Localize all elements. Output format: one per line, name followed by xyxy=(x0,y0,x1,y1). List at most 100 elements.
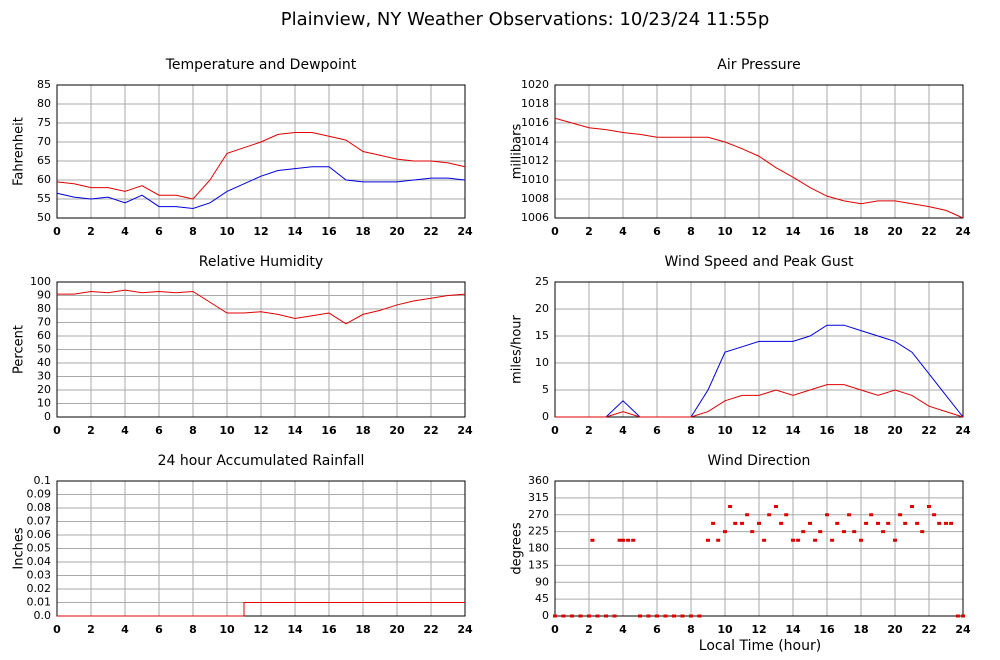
x-tick-label: 8 xyxy=(687,225,695,238)
y-tick-label: 45 xyxy=(535,592,549,605)
x-tick-label: 0 xyxy=(53,424,61,437)
y-axis-label: Inches xyxy=(12,527,27,569)
x-tick-label: 20 xyxy=(887,623,903,636)
y-tick-label: 0.03 xyxy=(27,569,52,582)
y-tick-label: 0.02 xyxy=(27,582,52,595)
data-point xyxy=(723,530,727,534)
x-tick-label: 18 xyxy=(853,225,868,238)
y-axis-label: millibars xyxy=(510,124,525,180)
x-tick-label: 2 xyxy=(585,225,593,238)
y-tick-label: 225 xyxy=(528,525,549,538)
x-tick-label: 22 xyxy=(423,225,438,238)
data-point xyxy=(617,538,622,542)
y-tick-label: 100 xyxy=(30,275,51,288)
data-point xyxy=(578,614,583,618)
x-tick-label: 12 xyxy=(751,225,766,238)
x-tick-label: 22 xyxy=(921,424,936,437)
data-point xyxy=(818,530,823,534)
x-tick-label: 8 xyxy=(189,225,197,238)
x-tick-label: 12 xyxy=(253,623,268,636)
data-point xyxy=(774,505,778,508)
chart-title: Wind Speed and Peak Gust xyxy=(665,254,854,270)
data-point xyxy=(604,614,608,618)
y-tick-label: 40 xyxy=(37,356,51,369)
data-point xyxy=(859,538,863,542)
data-point xyxy=(655,614,659,618)
data-point xyxy=(750,530,755,534)
data-point xyxy=(767,513,772,517)
data-point xyxy=(590,538,595,542)
x-tick-label: 2 xyxy=(87,225,95,238)
data-point xyxy=(626,538,631,542)
data-point xyxy=(587,614,591,618)
y-tick-label: 80 xyxy=(37,302,51,315)
y-tick-label: 10 xyxy=(37,397,51,410)
x-tick-label: 24 xyxy=(955,623,971,636)
x-tick-label: 20 xyxy=(887,424,903,437)
data-point xyxy=(898,513,903,517)
x-tick-label: 22 xyxy=(423,623,438,636)
x-tick-label: 20 xyxy=(389,424,405,437)
y-tick-label: 360 xyxy=(528,474,549,487)
y-tick-label: 20 xyxy=(37,383,51,396)
y-tick-label: 85 xyxy=(37,78,51,91)
data-point xyxy=(893,538,897,542)
x-tick-label: 16 xyxy=(321,225,337,238)
data-point xyxy=(796,538,801,542)
x-tick-label: 22 xyxy=(423,424,438,437)
data-point xyxy=(927,505,931,508)
x-tick-label: 18 xyxy=(853,424,868,437)
plot-frame xyxy=(56,480,466,617)
data-point xyxy=(932,513,937,517)
data-point xyxy=(876,521,880,525)
y-tick-label: 1010 xyxy=(521,173,549,186)
data-point xyxy=(638,614,642,618)
y-tick-label: 90 xyxy=(535,575,549,588)
data-point xyxy=(672,614,676,618)
x-tick-label: 10 xyxy=(219,424,235,437)
y-tick-label: 50 xyxy=(37,211,51,224)
page-title: Plainview, NY Weather Observations: 10/2… xyxy=(281,9,770,30)
y-tick-label: 0.05 xyxy=(27,542,52,555)
data-line xyxy=(56,166,466,210)
x-tick-label: 14 xyxy=(785,623,801,636)
data-point xyxy=(711,521,716,525)
data-point xyxy=(621,538,625,542)
data-point xyxy=(716,538,721,542)
x-tick-label: 4 xyxy=(121,424,129,437)
data-point xyxy=(762,538,767,542)
plot-frame xyxy=(554,84,964,219)
data-point xyxy=(646,614,651,618)
x-tick-label: 6 xyxy=(155,225,163,238)
chart-title: Temperature and Dewpoint xyxy=(165,57,357,73)
data-point xyxy=(801,530,806,534)
x-tick-label: 16 xyxy=(819,225,835,238)
x-tick-label: 18 xyxy=(355,424,370,437)
y-tick-label: 80 xyxy=(37,97,51,110)
y-tick-label: 0 xyxy=(44,410,51,423)
y-tick-label: 1020 xyxy=(521,78,549,91)
y-tick-label: 1012 xyxy=(521,154,549,167)
x-tick-label: 4 xyxy=(619,424,627,437)
data-line xyxy=(555,384,964,418)
y-tick-label: 270 xyxy=(528,508,549,521)
data-point xyxy=(733,521,738,525)
data-line xyxy=(57,289,466,325)
y-axis-label: Fahrenheit xyxy=(12,117,27,186)
data-line xyxy=(56,132,466,200)
data-point xyxy=(944,521,948,525)
data-point xyxy=(852,530,857,534)
x-tick-label: 8 xyxy=(687,424,695,437)
y-axis-label: Percent xyxy=(12,325,27,374)
x-tick-label: 0 xyxy=(551,225,559,238)
y-tick-label: 1006 xyxy=(521,211,549,224)
x-tick-label: 12 xyxy=(751,623,766,636)
data-point xyxy=(663,614,668,618)
x-tick-label: 10 xyxy=(219,623,235,636)
x-axis-label: Local Time (hour) xyxy=(699,638,821,654)
y-tick-label: 0.09 xyxy=(27,488,52,501)
x-tick-label: 16 xyxy=(819,424,835,437)
y-tick-label: 0.06 xyxy=(27,528,52,541)
